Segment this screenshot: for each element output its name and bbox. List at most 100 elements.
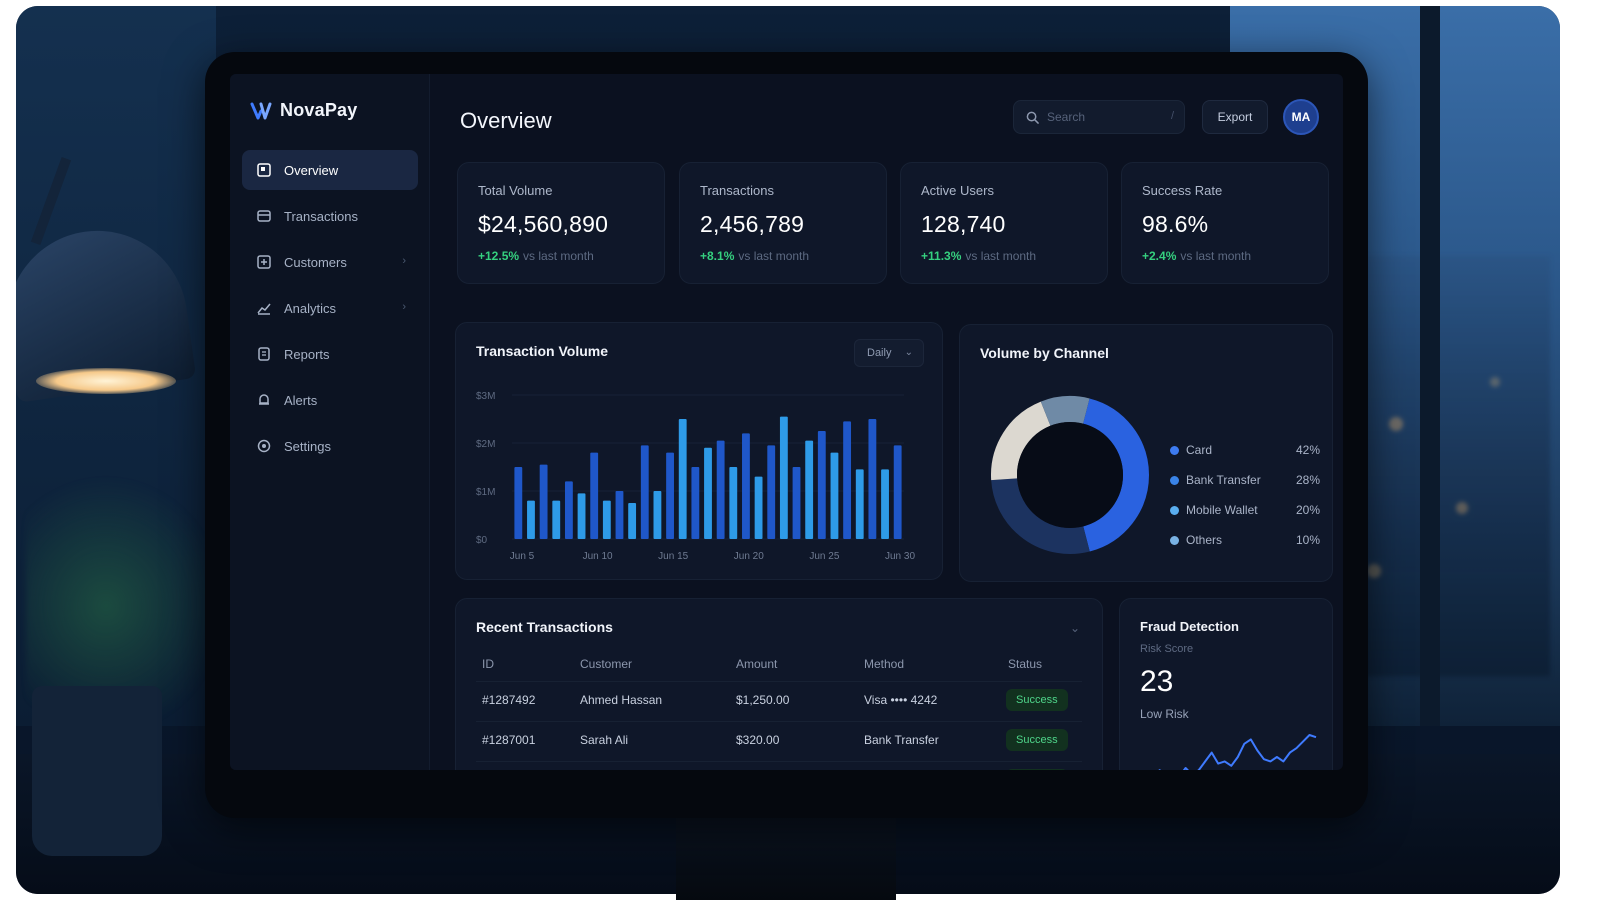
alerts-icon [259, 394, 269, 405]
status-badge: Success [1006, 769, 1068, 770]
bar [640, 445, 649, 539]
search-icon [1026, 111, 1039, 124]
fraud-sparkline [1158, 734, 1317, 770]
x-tick-label: Jun 20 [734, 551, 764, 562]
period-dropdown[interactable]: Daily ⌄ [854, 339, 924, 367]
x-tick-label: Jun 5 [510, 551, 535, 562]
cell-customer: Ahmed Hassan [580, 693, 663, 707]
legend-percent: 20% [1295, 503, 1320, 517]
legend-item: Card 42% [1170, 441, 1320, 461]
kpi-delta: +8.1% vs last month [700, 249, 809, 263]
sidebar-item-transactions[interactable]: Transactions [242, 196, 418, 236]
y-tick-label: $2M [476, 439, 495, 450]
sparkline-line [1158, 734, 1317, 770]
export-button[interactable]: Export [1202, 100, 1268, 134]
bar [729, 467, 738, 539]
sidebar-item-alerts[interactable]: Alerts [242, 380, 418, 420]
sidebar-item-settings[interactable]: Settings [242, 426, 418, 466]
kpi-label: Total Volume [478, 183, 553, 198]
sidebar-item-label: Reports [284, 346, 330, 362]
column-header[interactable]: ID [482, 657, 494, 671]
sidebar-item-label: Transactions [284, 208, 358, 224]
bar [564, 481, 573, 539]
kpi-delta-note: vs last month [523, 249, 594, 263]
kpi-delta: +12.5% vs last month [478, 249, 594, 263]
row-divider [476, 761, 1082, 762]
volume-by-channel-title: Volume by Channel [980, 345, 1109, 361]
donut-slice [1082, 398, 1149, 552]
kpi-delta-value: +11.3% [921, 249, 962, 263]
legend-percent: 42% [1295, 443, 1320, 457]
search-shortcut: / [1170, 110, 1174, 122]
sidebar-item-analytics[interactable]: Analytics › [242, 288, 418, 328]
bar [628, 503, 637, 539]
donut-slice [991, 477, 1090, 554]
sidebar-item-label: Customers [284, 254, 347, 270]
risk-level: Low Risk [1140, 707, 1189, 721]
kpi-delta-value: +12.5% [478, 249, 520, 263]
chevron-right-icon: › [402, 255, 406, 267]
status-badge: Success [1006, 689, 1068, 711]
legend-swatch [1170, 446, 1179, 455]
fraud-detection-title: Fraud Detection [1140, 619, 1239, 634]
volume-by-channel-card: Volume by Channel Card 42% Bank Transfer 28… [959, 324, 1333, 582]
column-header[interactable]: Method [864, 657, 905, 671]
bar [779, 416, 788, 539]
chevron-right-icon: › [402, 301, 406, 313]
x-tick-label: Jun 15 [658, 551, 688, 562]
status-badge: Success [1006, 729, 1068, 751]
chevron-down-icon[interactable]: ⌄ [1069, 621, 1080, 635]
legend-item: Bank Transfer 28% [1170, 471, 1320, 491]
monitor: NovaPay Overview Transactions Customers › An… [205, 52, 1368, 818]
bar [767, 445, 776, 539]
recent-transactions-card: Recent Transactions ⌄ ID Customer Amount Me… [455, 598, 1103, 770]
legend-percent: 28% [1295, 473, 1320, 487]
legend-name: Others [1186, 533, 1223, 547]
bar [666, 452, 674, 539]
column-header[interactable]: Amount [736, 657, 778, 671]
bar [754, 476, 763, 539]
page-title: Overview [460, 108, 552, 133]
risk-score-value: 23 [1140, 665, 1174, 698]
chevron-down-icon: ⌄ [904, 347, 913, 358]
cell-method: Visa •••• 4242 [864, 693, 938, 707]
bar [514, 467, 523, 539]
brand[interactable]: NovaPay [250, 100, 357, 121]
bar [881, 469, 889, 539]
channel-donut-chart [991, 396, 1149, 554]
bar [792, 467, 801, 539]
legend-name: Bank Transfer [1186, 473, 1261, 487]
kpi-card: Total Volume $24,560,890 +12.5% vs last mon… [457, 162, 665, 284]
brand-name: NovaPay [280, 100, 358, 120]
kpi-delta-note: vs last month [965, 249, 1037, 263]
x-tick-label: Jun 10 [583, 551, 613, 562]
bar [716, 440, 725, 539]
bar [590, 452, 599, 539]
column-header[interactable]: Status [1008, 657, 1043, 671]
search-input[interactable]: Search / [1013, 100, 1185, 134]
avatar[interactable]: MA [1283, 99, 1319, 135]
transactions-icon [257, 210, 271, 222]
risk-score-label: Risk Score [1140, 643, 1194, 655]
window-frame [1420, 6, 1440, 726]
sidebar-item-overview[interactable]: Overview [242, 150, 418, 190]
main-content: Overview Search / Export MA Total Volume… [430, 74, 1343, 770]
kpi-card: Transactions 2,456,789 +8.1% vs last month [679, 162, 887, 284]
fraud-detection-card: Fraud Detection Risk Score 23 Low Risk [1119, 598, 1333, 770]
search-placeholder: Search [1047, 110, 1086, 124]
bar [527, 500, 535, 539]
y-tick-label: $0 [476, 535, 488, 546]
transaction-volume-title: Transaction Volume [476, 343, 608, 359]
analytics-icon [257, 303, 271, 315]
bar [855, 469, 864, 539]
column-header[interactable]: Customer [580, 657, 633, 671]
donut-hole [1017, 422, 1123, 528]
sidebar-item-reports[interactable]: Reports [242, 334, 418, 374]
sidebar-item-customers[interactable]: Customers › [242, 242, 418, 282]
transaction-volume-card: Transaction Volume Daily ⌄ $3M $2M $1M $0 Ju… [455, 322, 943, 580]
bar [539, 464, 548, 539]
row-divider [476, 721, 1082, 722]
kpi-delta-value: +8.1% [700, 249, 735, 263]
kpi-label: Active Users [921, 183, 994, 198]
kpi-delta-note: vs last month [1180, 249, 1252, 263]
